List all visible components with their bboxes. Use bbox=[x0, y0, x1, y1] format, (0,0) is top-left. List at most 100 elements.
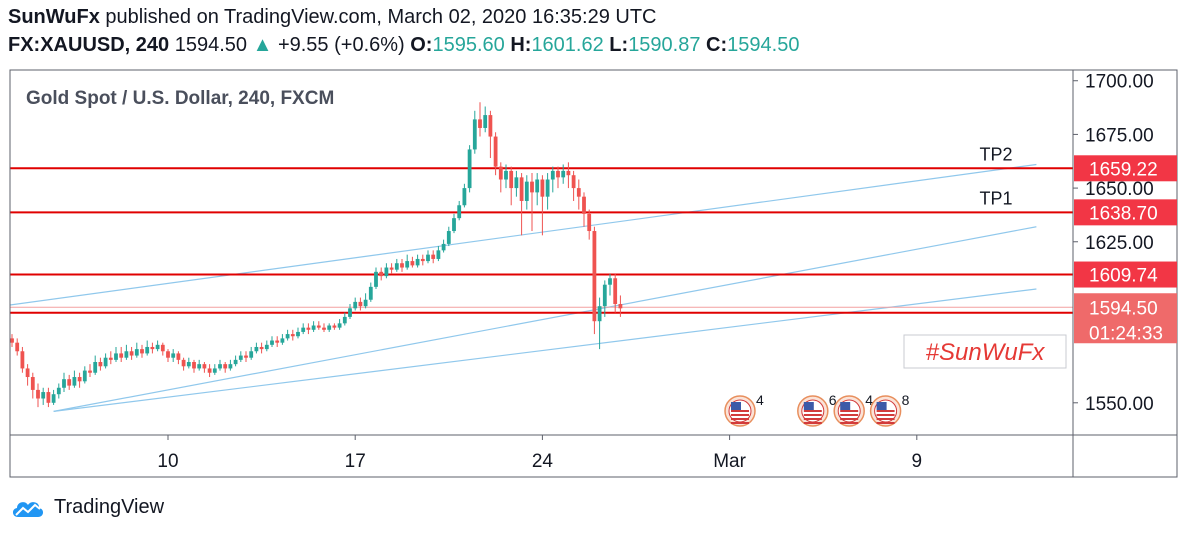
candle bbox=[488, 110, 493, 159]
level-price-label: 1609.74 bbox=[1074, 261, 1177, 288]
candle-body bbox=[394, 263, 399, 270]
flag-canton bbox=[840, 402, 851, 410]
candle-body bbox=[379, 271, 384, 277]
candle bbox=[124, 344, 129, 360]
candle bbox=[462, 183, 467, 208]
flag-stripe bbox=[803, 414, 822, 416]
candle-body bbox=[478, 119, 482, 128]
x-tick-label: 17 bbox=[345, 451, 366, 472]
level-label-box bbox=[1074, 155, 1177, 182]
candle bbox=[290, 329, 295, 341]
candle bbox=[550, 166, 555, 193]
candle-body bbox=[192, 362, 196, 369]
candle bbox=[556, 166, 560, 189]
candle bbox=[212, 364, 217, 375]
candle bbox=[98, 357, 103, 371]
candle-body bbox=[405, 261, 410, 268]
candle-body bbox=[582, 196, 586, 214]
candle bbox=[478, 102, 482, 137]
candle-body bbox=[472, 119, 477, 150]
event-count: 4 bbox=[865, 392, 873, 408]
close-value: 1594.50 bbox=[727, 34, 800, 56]
candle-body bbox=[275, 340, 280, 343]
current-price-text: 1594.50 bbox=[1089, 298, 1158, 319]
candle-body bbox=[519, 177, 524, 201]
candle-body bbox=[436, 250, 441, 259]
candle-body bbox=[363, 299, 368, 307]
candle-body bbox=[244, 355, 248, 358]
price-axis[interactable]: 1700.00 1675.00 1650.00 1625.00 1550.00 1659.… bbox=[1073, 72, 1177, 415]
candle-body bbox=[498, 166, 503, 180]
level-label-text: 1638.70 bbox=[1089, 203, 1158, 224]
candle-body bbox=[280, 338, 285, 343]
candle bbox=[62, 372, 66, 393]
candle-body bbox=[72, 377, 77, 386]
flag-stripe bbox=[876, 418, 895, 420]
publisher-name[interactable]: SunWuFx bbox=[8, 6, 100, 28]
candle bbox=[524, 175, 529, 210]
candle-body bbox=[259, 346, 264, 350]
candle-body bbox=[212, 368, 217, 373]
candle bbox=[436, 246, 441, 262]
candle-body bbox=[550, 170, 555, 180]
flag-stripe bbox=[731, 422, 749, 424]
candle-body bbox=[67, 379, 72, 386]
candle-body bbox=[119, 353, 124, 358]
high-value: 1601.62 bbox=[531, 34, 604, 56]
price-change: +9.55 (+0.6%) bbox=[277, 34, 405, 56]
brand-name[interactable]: TradingView bbox=[54, 496, 165, 518]
candle bbox=[613, 273, 618, 313]
candle bbox=[197, 359, 202, 371]
candle bbox=[332, 323, 337, 330]
candle-body bbox=[322, 327, 326, 330]
candle bbox=[181, 357, 186, 371]
candle bbox=[166, 349, 170, 362]
published-text: published on TradingView.com, March 02, … bbox=[105, 6, 657, 28]
candle bbox=[285, 329, 290, 341]
candle bbox=[582, 192, 586, 227]
candle-body bbox=[457, 205, 462, 219]
y-tick-label: 1675.00 bbox=[1085, 125, 1154, 146]
current-price-label: 1594.50 01:24:33 bbox=[1074, 293, 1177, 344]
candle bbox=[202, 362, 207, 373]
candle-body bbox=[545, 179, 550, 197]
y-tick-label: 1625.00 bbox=[1085, 233, 1154, 254]
last-price: 1594.50 bbox=[174, 34, 248, 56]
candle bbox=[452, 213, 456, 234]
candle bbox=[530, 173, 534, 232]
tradingview-cloud-icon bbox=[12, 501, 44, 517]
level-label-box bbox=[1074, 199, 1177, 226]
flag-stripe bbox=[840, 414, 859, 416]
candle bbox=[446, 226, 451, 247]
candle-body bbox=[332, 325, 337, 328]
candle bbox=[592, 226, 597, 335]
candle-body bbox=[301, 327, 306, 332]
candle bbox=[504, 164, 508, 189]
candle bbox=[441, 239, 446, 253]
candle bbox=[36, 383, 40, 408]
candle bbox=[566, 162, 571, 189]
time-axis[interactable]: 10 17 24 Mar 9 bbox=[157, 435, 922, 472]
candle bbox=[254, 342, 259, 354]
candle bbox=[119, 346, 124, 362]
candle bbox=[129, 346, 134, 360]
candle-body bbox=[530, 181, 534, 193]
candle bbox=[545, 173, 550, 210]
candle-body bbox=[618, 304, 623, 309]
candle bbox=[374, 267, 378, 289]
candle bbox=[93, 355, 98, 375]
candle-body bbox=[56, 387, 61, 395]
candle-body bbox=[207, 368, 212, 373]
candle-body bbox=[483, 115, 488, 128]
candle bbox=[514, 170, 519, 197]
candle-body bbox=[223, 364, 228, 369]
candle-body bbox=[311, 325, 316, 330]
candle-body bbox=[160, 344, 165, 352]
x-tick-label: 10 bbox=[157, 451, 178, 472]
trend-line bbox=[10, 163, 1037, 306]
trend-lines bbox=[10, 163, 1037, 412]
watermark-text: #SunWuFx bbox=[926, 339, 1046, 366]
candle-body bbox=[452, 218, 456, 232]
level-price-label: 1638.70 bbox=[1074, 199, 1177, 226]
